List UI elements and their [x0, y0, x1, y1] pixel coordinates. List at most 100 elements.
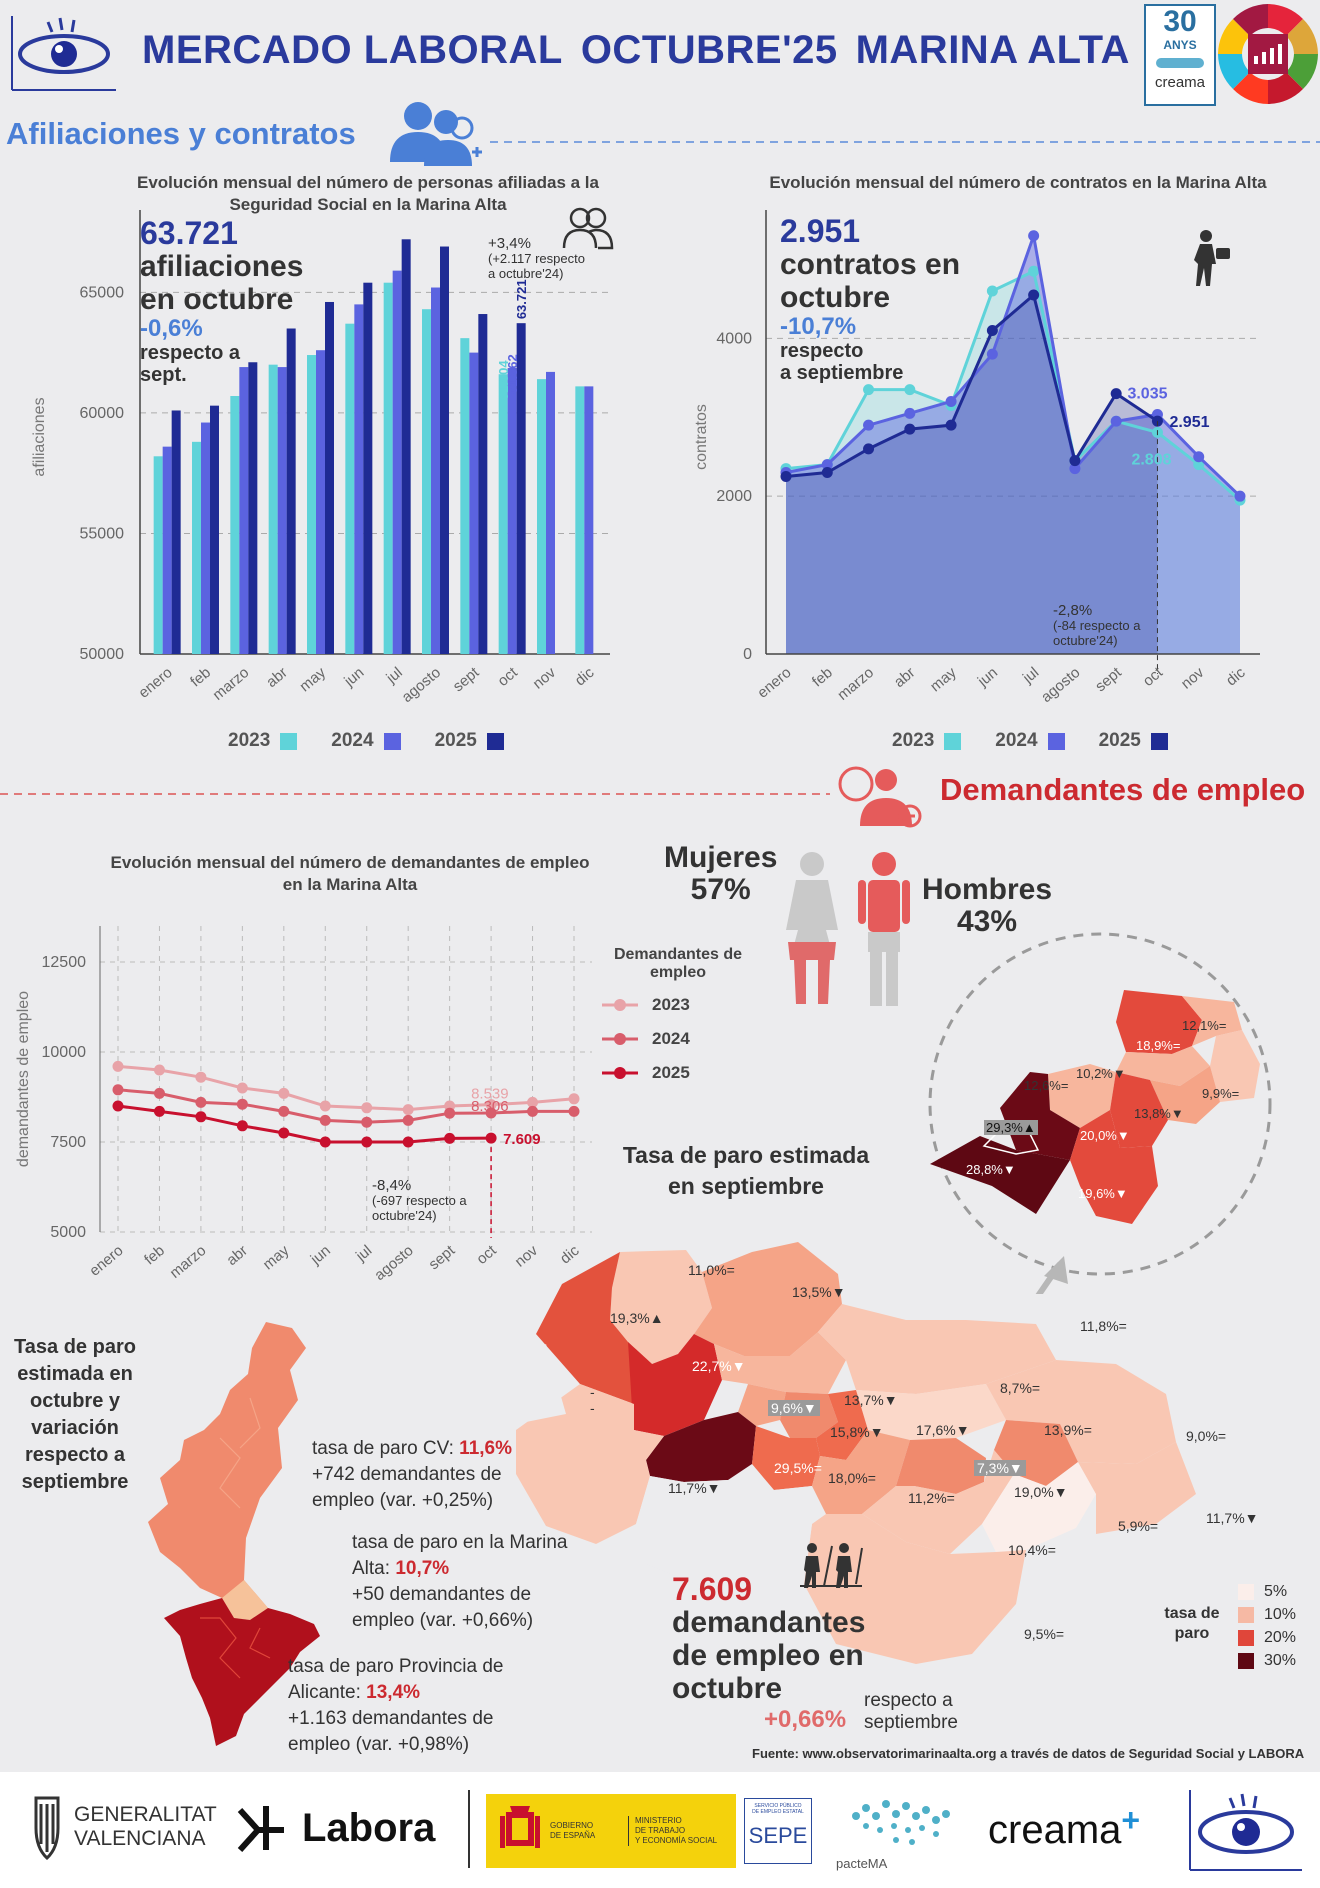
map-label: 7,3%▼ [974, 1460, 1026, 1476]
y-axis-label: afiliaciones [31, 397, 48, 476]
x-tick-label: enero [135, 664, 175, 702]
men-pct: 43% [957, 905, 1018, 938]
demand-total-kpi: 7.609 demandantes de empleo en octubre [672, 1572, 865, 1705]
x-tick-label: feb [809, 664, 836, 690]
legend-item-2023: 2023 [228, 730, 298, 752]
area-2023 [786, 271, 1240, 654]
contracts-number: 2.951 [780, 213, 861, 249]
y-tick-label: 7500 [50, 1134, 86, 1151]
alicante-rate-text: tasa de paro Provincia de Alicante: 13,4… [288, 1654, 503, 1758]
bar-2023-abr [268, 364, 278, 654]
x-tick-label: enero [754, 664, 794, 702]
map-label: 19,0%▼ [1014, 1484, 1068, 1500]
point-2024 [1193, 451, 1205, 463]
bar-2023-nov [537, 379, 546, 654]
x-tick-label: sept [426, 1242, 459, 1274]
x-tick-label: abr [891, 664, 919, 691]
bar-2024-may [316, 350, 325, 654]
demand-total-label-2: de empleo en [672, 1639, 864, 1672]
bar-2023-may [307, 355, 316, 654]
worker-icon [1190, 228, 1234, 293]
point-2025 [361, 1136, 373, 1148]
point-2024 [195, 1096, 207, 1108]
demand-chart-title: Evolución mensual del número de demandan… [110, 853, 590, 894]
map-label: 9,0%= [1186, 1428, 1227, 1444]
point-2025 [1028, 289, 1040, 301]
map-label: 19,3%▲ [610, 1310, 664, 1326]
map-label: 9,6%▼ [768, 1400, 820, 1416]
cv-box-title: Tasa de paro estimada en octubre y varia… [6, 1334, 144, 1496]
inset-map-label: 9,9%= [1202, 1086, 1240, 1101]
x-tick-label: marzo [834, 664, 877, 704]
point-2024 [1028, 230, 1040, 242]
sepe-logo: SERVICIO PÚBLICO DE EMPLEO ESTATAL SEPE [744, 1798, 812, 1864]
legend-label: 2023 [228, 730, 271, 751]
gobierno-line-2: DE ESPAÑA [550, 1831, 596, 1840]
observatory-logo-footer [1186, 1786, 1304, 1879]
x-tick-label: feb [141, 1242, 168, 1268]
area-2025 [786, 294, 1158, 654]
page-title: MERCADO LABORAL OCTUBRE'25 MARINA ALTA [142, 28, 1130, 72]
inset-map-label: 29,3%▲ [984, 1120, 1038, 1135]
bar-2023-agosto [422, 309, 431, 654]
gv-line-2: VALENCIANA [74, 1827, 206, 1850]
ma-rate-text: tasa de paro en la Marina Alta: 10,7% +5… [352, 1530, 567, 1634]
x-tick-label: abr [223, 1242, 251, 1269]
affiliations-label-1: afiliaciones [140, 250, 304, 283]
point-2023 [236, 1082, 248, 1094]
gobierno-line-1: GOBIERNO [550, 1821, 594, 1830]
bar-2025-may [325, 301, 334, 654]
pacte-name: pacteMA [836, 1856, 888, 1871]
people-gear-icon [380, 96, 490, 168]
ministerio-line-1: MINISTERIO [635, 1816, 682, 1825]
plus-icon: + [1121, 1802, 1141, 1838]
x-tick-label: dic [1223, 664, 1249, 690]
pacte-map-icon [852, 1800, 950, 1845]
contracts-legend: 2023 2024 2025 [892, 730, 1188, 752]
source-note: Fuente: www.observatorimarinaalta.org a … [752, 1746, 1305, 1761]
y-tick-label: 50000 [80, 646, 125, 663]
map-legend-item: 30% [1238, 1649, 1296, 1672]
demand-yoy-pct: -8,4% [372, 1177, 412, 1194]
cv-rate-line-3: empleo (var. +0,25%) [312, 1490, 494, 1511]
x-tick-label: nov [530, 664, 560, 693]
inset-map-label: 12,1%= [1182, 1018, 1227, 1033]
x-tick-label: sept [450, 664, 483, 696]
map-label: 13,9%= [1044, 1422, 1092, 1438]
gv-line-1: GENERALITAT [74, 1803, 217, 1826]
marina-alta-map [516, 1242, 1196, 1664]
affiliations-pct-label-2: sept. [140, 364, 187, 386]
map-title-1: Tasa de paro estimada [622, 1142, 870, 1168]
x-tick-label: jun [340, 664, 367, 691]
cv-title-5: respecto a [24, 1444, 126, 1466]
bar-2023-jun [345, 323, 355, 654]
y-tick-label: 65000 [80, 284, 125, 301]
inset-map-label: 12,6%= [1024, 1078, 1069, 1093]
point-2025 [780, 470, 792, 482]
map-label: 22,7%▼ [692, 1358, 746, 1374]
eye-icon [11, 16, 116, 91]
legend-label: 2025 [1098, 730, 1141, 751]
point-2025 [904, 423, 916, 435]
creama-logo: creama + [988, 1802, 1141, 1853]
observatory-logo [8, 12, 118, 94]
point-2023 [527, 1096, 539, 1108]
legend-label: 2025 [434, 730, 477, 751]
point-2025 [195, 1111, 207, 1123]
map-label: 11,7%▼ [1206, 1510, 1259, 1526]
demand-line-chart: 5000 7500 10000 12500 demandantes de empleo e… [15, 926, 592, 1284]
cv-rate-label: tasa de paro CV: [312, 1438, 454, 1459]
people-icon [562, 206, 614, 255]
x-tick-label: dic [572, 664, 598, 690]
bar-2023-dic [575, 386, 585, 654]
value-label-2023: 8.539 [471, 1086, 509, 1103]
x-tick-label: agosto [1038, 664, 1083, 706]
map-label: 9,5%= [1024, 1626, 1065, 1642]
bar-value-label-2025: 63.721 [514, 279, 529, 319]
map-legend-swatch [1238, 1629, 1254, 1646]
bar-2024-oct [507, 367, 517, 654]
x-tick-label: may [260, 1242, 293, 1274]
point-2025 [945, 419, 957, 431]
men-label: Hombres [922, 873, 1053, 906]
